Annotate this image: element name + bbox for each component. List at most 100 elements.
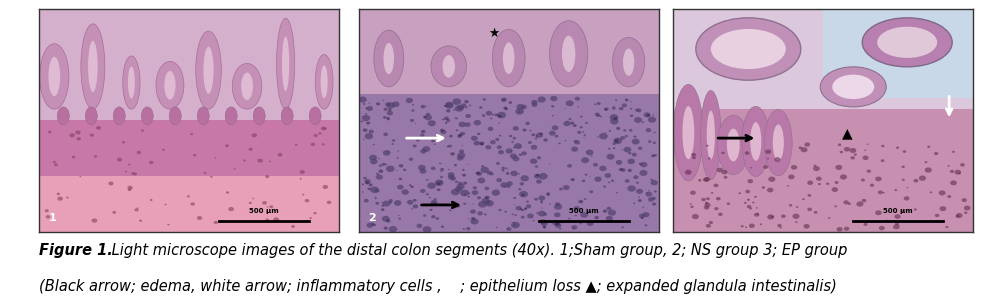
Circle shape	[630, 108, 632, 110]
Circle shape	[397, 185, 404, 189]
Circle shape	[535, 138, 538, 140]
Circle shape	[577, 131, 581, 134]
Circle shape	[446, 109, 450, 113]
Circle shape	[536, 212, 538, 214]
Circle shape	[323, 127, 326, 130]
Circle shape	[465, 114, 471, 118]
Circle shape	[496, 178, 502, 182]
Circle shape	[506, 185, 510, 188]
Circle shape	[537, 156, 541, 159]
Circle shape	[364, 199, 369, 203]
Ellipse shape	[549, 21, 588, 87]
Circle shape	[651, 154, 656, 157]
FancyBboxPatch shape	[39, 9, 339, 120]
Ellipse shape	[309, 107, 321, 125]
Circle shape	[450, 176, 456, 181]
Circle shape	[635, 108, 640, 112]
Circle shape	[72, 156, 76, 159]
Circle shape	[567, 121, 569, 122]
Circle shape	[638, 197, 640, 198]
Circle shape	[453, 202, 455, 203]
Circle shape	[131, 172, 135, 175]
Circle shape	[456, 129, 458, 131]
Circle shape	[708, 157, 711, 159]
Circle shape	[462, 169, 465, 171]
Circle shape	[856, 201, 863, 207]
Circle shape	[382, 100, 384, 101]
Circle shape	[554, 135, 558, 138]
Circle shape	[509, 135, 512, 137]
Circle shape	[621, 103, 627, 107]
Circle shape	[543, 226, 547, 228]
Circle shape	[365, 133, 374, 139]
Circle shape	[472, 190, 479, 195]
Circle shape	[953, 151, 954, 153]
Circle shape	[421, 105, 426, 108]
Circle shape	[457, 105, 464, 110]
Circle shape	[567, 164, 572, 168]
Circle shape	[445, 102, 453, 108]
Circle shape	[454, 117, 458, 119]
Circle shape	[66, 197, 69, 198]
Circle shape	[632, 153, 637, 157]
Circle shape	[901, 166, 905, 168]
Circle shape	[563, 121, 570, 126]
Circle shape	[902, 150, 906, 153]
Circle shape	[862, 199, 866, 202]
Circle shape	[510, 154, 517, 159]
Circle shape	[625, 179, 629, 183]
Circle shape	[396, 170, 397, 171]
Circle shape	[269, 205, 273, 208]
Circle shape	[381, 163, 385, 166]
Circle shape	[913, 208, 917, 211]
Circle shape	[481, 165, 485, 168]
Circle shape	[564, 108, 565, 109]
Circle shape	[646, 128, 652, 132]
Circle shape	[608, 130, 611, 132]
Circle shape	[440, 129, 444, 132]
Circle shape	[574, 140, 577, 143]
Circle shape	[706, 145, 709, 147]
Circle shape	[520, 208, 523, 211]
Circle shape	[838, 143, 841, 146]
Circle shape	[511, 214, 514, 215]
Circle shape	[477, 133, 481, 135]
Circle shape	[613, 138, 622, 144]
Circle shape	[387, 118, 390, 120]
Circle shape	[581, 157, 589, 163]
Circle shape	[448, 145, 452, 148]
Circle shape	[878, 190, 883, 194]
Circle shape	[595, 216, 599, 219]
Ellipse shape	[833, 75, 874, 99]
Circle shape	[498, 135, 501, 137]
Circle shape	[903, 196, 909, 200]
Circle shape	[607, 154, 614, 160]
Circle shape	[453, 109, 455, 111]
Circle shape	[836, 165, 842, 170]
Circle shape	[875, 210, 882, 215]
Circle shape	[870, 184, 874, 187]
Circle shape	[504, 211, 507, 213]
Circle shape	[906, 187, 908, 188]
Circle shape	[526, 200, 529, 203]
Circle shape	[450, 152, 455, 156]
Circle shape	[763, 165, 769, 169]
Circle shape	[627, 185, 636, 192]
Circle shape	[268, 161, 271, 162]
Text: Figure 1.: Figure 1.	[39, 243, 113, 258]
Circle shape	[149, 199, 152, 201]
Ellipse shape	[862, 18, 953, 67]
Circle shape	[501, 169, 504, 171]
Ellipse shape	[128, 67, 135, 99]
Circle shape	[522, 129, 527, 132]
Circle shape	[654, 132, 656, 133]
Ellipse shape	[86, 107, 97, 125]
Circle shape	[863, 223, 868, 226]
Circle shape	[705, 202, 709, 204]
Circle shape	[639, 170, 648, 176]
Circle shape	[502, 98, 506, 101]
Circle shape	[454, 164, 457, 166]
Circle shape	[436, 182, 440, 185]
Circle shape	[386, 111, 393, 116]
Circle shape	[381, 205, 384, 207]
